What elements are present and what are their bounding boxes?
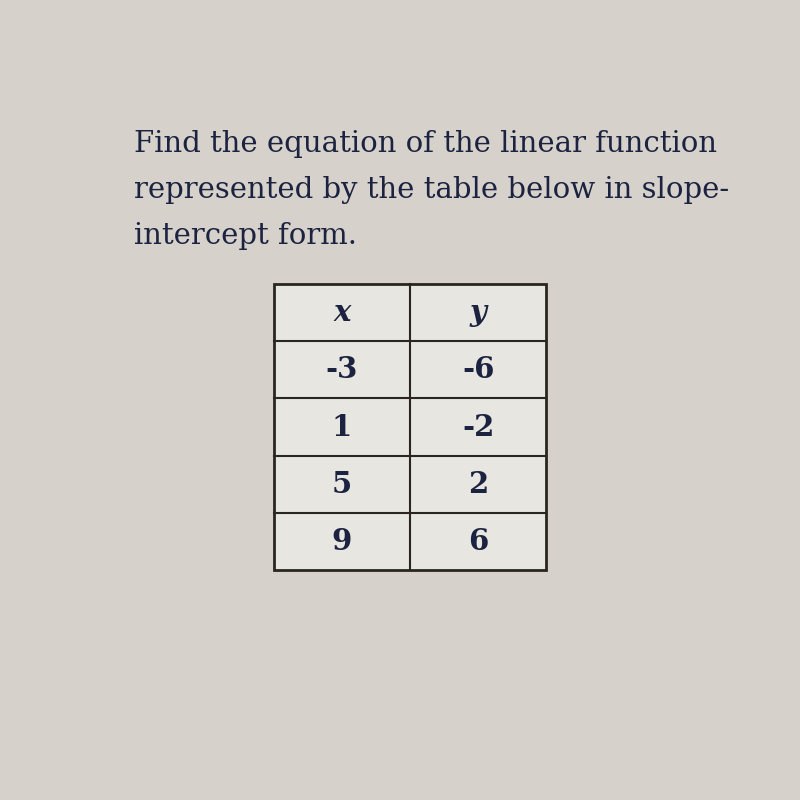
Text: -6: -6 [462, 355, 494, 384]
Text: 6: 6 [468, 527, 488, 556]
Text: 9: 9 [332, 527, 352, 556]
Text: 5: 5 [332, 470, 352, 499]
Text: represented by the table below in slope-: represented by the table below in slope- [134, 176, 730, 204]
Text: Find the equation of the linear function: Find the equation of the linear function [134, 130, 717, 158]
Text: 1: 1 [332, 413, 352, 442]
Text: -2: -2 [462, 413, 494, 442]
Text: 2: 2 [468, 470, 488, 499]
Text: x: x [333, 298, 350, 327]
Text: -3: -3 [326, 355, 358, 384]
Text: intercept form.: intercept form. [134, 222, 357, 250]
Text: y: y [470, 298, 486, 327]
Bar [274, 284, 546, 570]
